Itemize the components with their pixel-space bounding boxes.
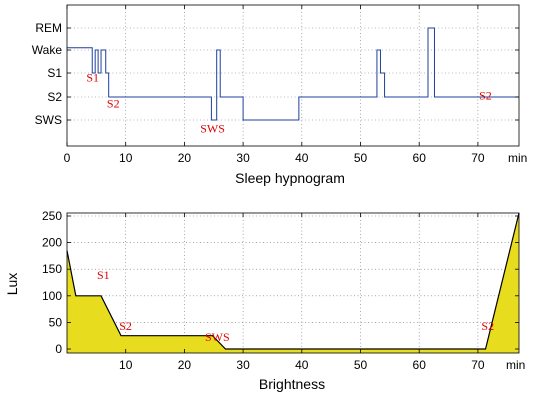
hypnogram-stage-annotation: S1 xyxy=(86,70,99,84)
brightness-x-axis-title: Brightness xyxy=(259,376,325,392)
brightness-x-tick-label: 50 xyxy=(354,358,368,372)
brightness-y-tick-label: 100 xyxy=(42,289,62,303)
brightness-y-tick-label: 0 xyxy=(55,342,62,356)
hypnogram-x-tick-label: 70 xyxy=(471,151,485,165)
hypnogram-stage-annotation: S2 xyxy=(107,96,120,110)
hypnogram-y-tick-label-wake: Wake xyxy=(32,43,63,57)
brightness-x-tick-label: 10 xyxy=(119,358,133,372)
brightness-y-tick-label: 150 xyxy=(42,262,62,276)
brightness-x-tick-label: 30 xyxy=(236,358,250,372)
brightness-x-tick-label: 20 xyxy=(178,358,192,372)
hypnogram-y-tick-label-sws: SWS xyxy=(35,113,62,127)
hypnogram-x-tick-label: 50 xyxy=(354,151,368,165)
brightness-grid xyxy=(67,213,519,353)
hypnogram-stage-annotation: S2 xyxy=(479,88,492,102)
hypnogram-series-line xyxy=(67,27,519,121)
hypnogram-x-tick-label: 20 xyxy=(178,151,192,165)
hypnogram-x-tick-label: 0 xyxy=(64,151,71,165)
hypnogram-y-tick-label-s2: S2 xyxy=(47,90,62,104)
brightness-y-tick-label: 50 xyxy=(49,315,63,329)
hypnogram-x-tick-label: 40 xyxy=(295,151,309,165)
hypnogram-plot-frame xyxy=(66,4,520,147)
brightness-area-fill xyxy=(67,213,519,353)
brightness-y-tick-label: 250 xyxy=(42,209,62,223)
brightness-stage-annotation: SWS xyxy=(205,330,230,344)
hypnogram-y-tick-label-rem: REM xyxy=(35,21,62,35)
brightness-stage-annotation: S1 xyxy=(97,268,110,282)
brightness-ticks: 10 20 30 40 50 60 70 0 50 100 150 200 250 xyxy=(42,209,519,372)
brightness-data: S1 S2 SWS S2 xyxy=(66,212,520,353)
brightness-stage-annotation: S2 xyxy=(481,319,494,333)
hypnogram-x-tick-label: 30 xyxy=(236,151,250,165)
brightness-y-tick-label: 200 xyxy=(42,236,62,250)
brightness-x-tick-label: 40 xyxy=(295,358,309,372)
hypnogram-x-tick-label: 60 xyxy=(413,151,427,165)
brightness-stage-annotation: S2 xyxy=(119,319,132,333)
hypnogram-x-axis-title: Sleep hypnogram xyxy=(235,170,345,186)
brightness-x-tick-label: 60 xyxy=(413,358,427,372)
hypnogram-ticks: 0 10 20 30 40 50 60 70 SWS S2 S1 Wake REM xyxy=(32,5,519,165)
brightness-y-axis-title: Lux xyxy=(4,273,20,296)
brightness-x-unit-label: min xyxy=(506,358,525,372)
brightness-area-outline xyxy=(66,212,520,350)
brightness-x-tick-label: 70 xyxy=(471,358,485,372)
hypnogram-x-tick-label: 10 xyxy=(119,151,133,165)
hypnogram-x-unit-label: min xyxy=(508,151,527,165)
hypnogram-y-tick-label-s1: S1 xyxy=(47,66,62,80)
hypnogram-stage-annotation: SWS xyxy=(200,122,225,136)
hypnogram-grid xyxy=(67,5,519,146)
hypnogram-data: S1 S2 SWS S2 xyxy=(67,27,519,136)
brightness-plot-frame xyxy=(66,212,520,354)
